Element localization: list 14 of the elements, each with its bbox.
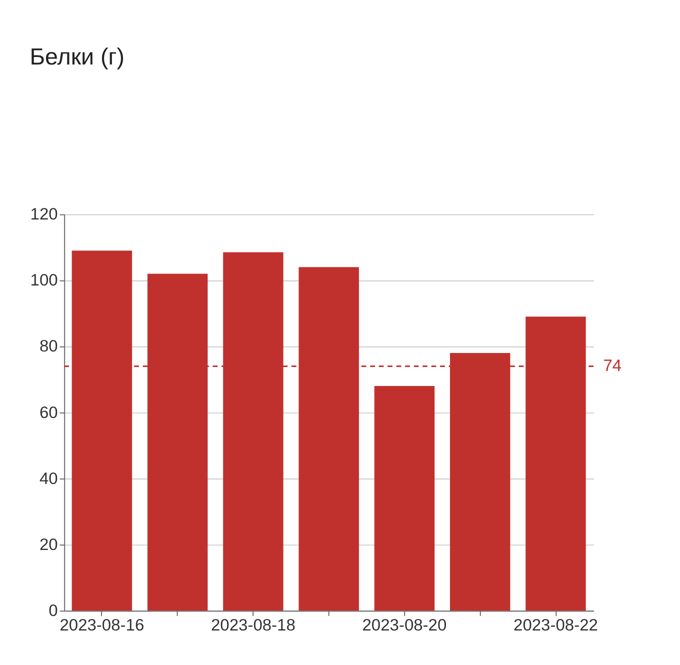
x-tick-label: 2023-08-16 <box>60 616 144 635</box>
bar <box>374 386 435 611</box>
y-tick-label: 40 <box>39 470 58 488</box>
y-tick-label: 100 <box>30 272 58 290</box>
y-tick-label: 20 <box>39 536 58 554</box>
x-tick-label: 2023-08-20 <box>362 616 447 635</box>
x-tick-label: 2023-08-22 <box>514 616 598 635</box>
chart-title: Белки (г) <box>30 44 125 70</box>
x-tick-label: 2023-08-18 <box>210 616 296 635</box>
y-tick-label: 60 <box>39 404 58 422</box>
ref-line-label: 74 <box>603 357 622 376</box>
y-tick-label: 120 <box>30 206 58 224</box>
y-tick-label: 80 <box>39 338 58 356</box>
y-tick-label: 0 <box>48 602 58 620</box>
